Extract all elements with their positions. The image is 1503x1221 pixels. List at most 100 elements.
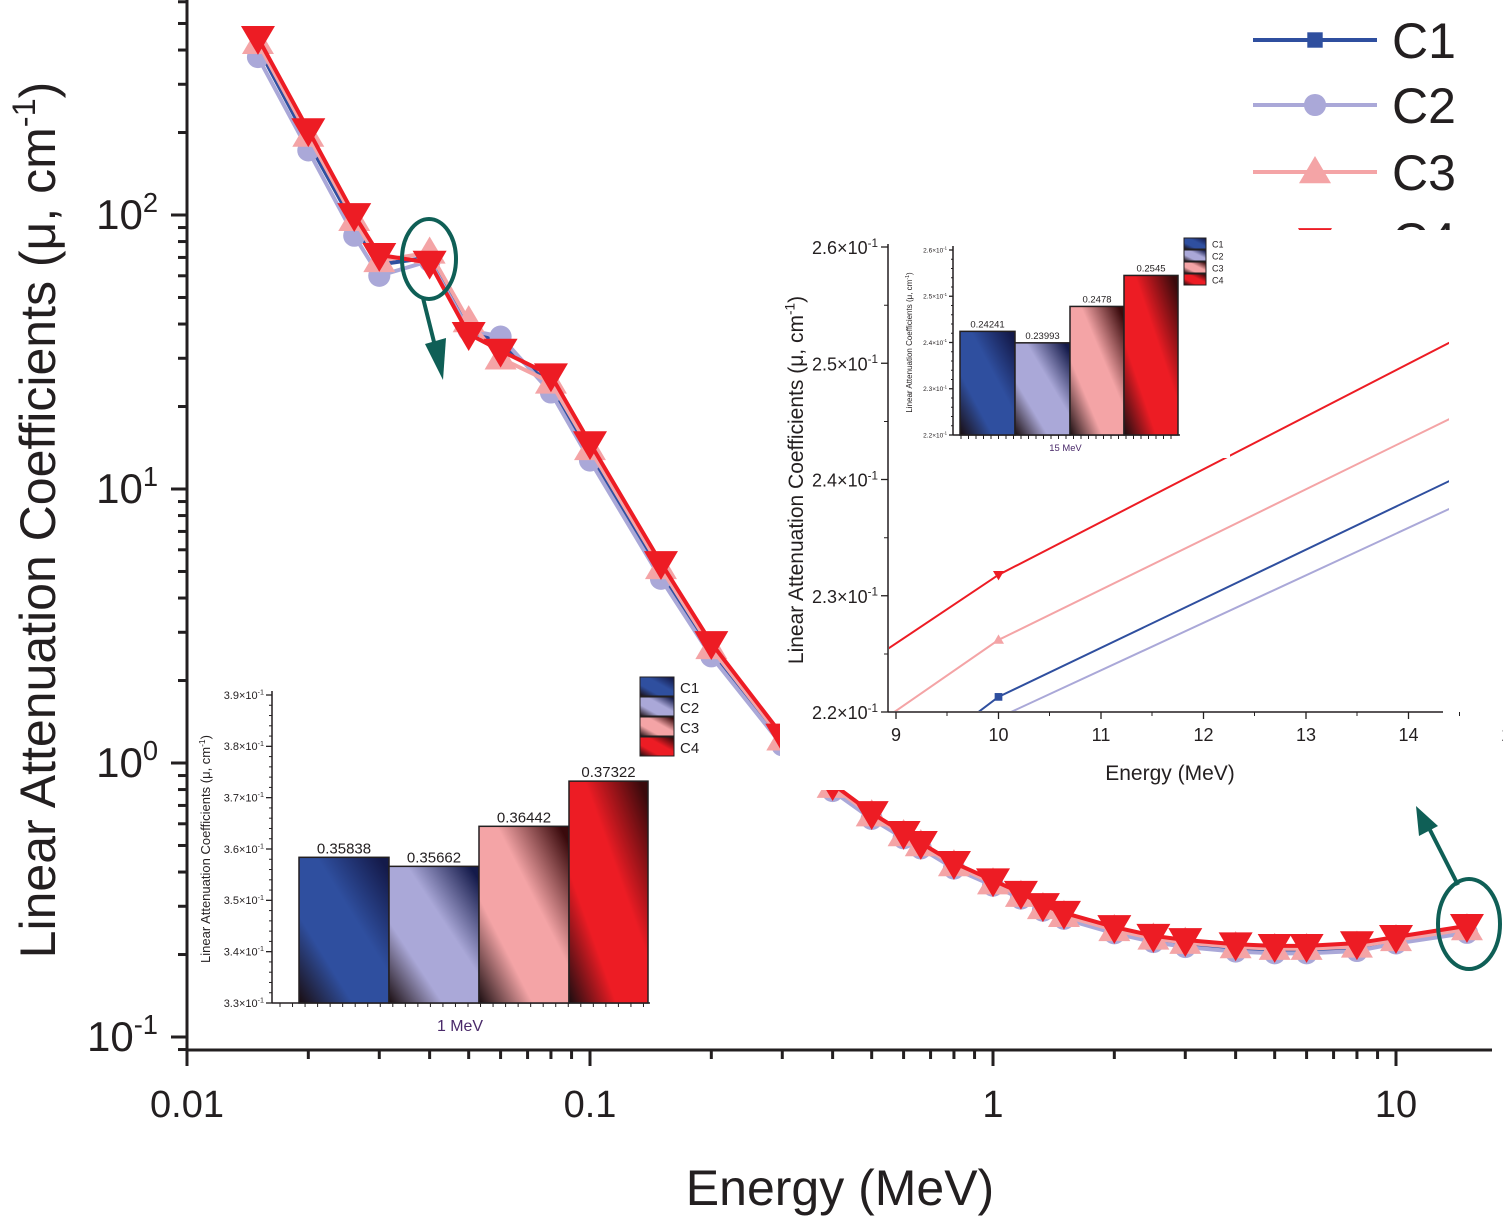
inset-y-tick-label: 3.3×10-1 [224,996,264,1009]
marker-triangle-down [451,322,486,351]
x-tick-label: 0.1 [564,1084,617,1126]
y-tick-label: 102 [96,187,158,238]
bar-C1 [959,330,1016,436]
bar-C3 [478,825,570,1004]
bar-value-label: 0.24241 [970,319,1004,330]
inset-y-tick-label: 2.4×10-1 [923,338,947,347]
legend-item-C3: C3 [639,716,699,737]
highlight-ellipse [400,217,458,301]
marker-triangle-down [362,243,397,272]
bar-value-label: 0.35662 [407,849,461,866]
marker-circle [1303,93,1327,117]
inset-y-tick-label: 3.7×10-1 [224,791,264,804]
bar-value-label: 0.37322 [581,764,635,781]
inset-x-axis-title: Energy (MeV) [1105,762,1235,785]
legend-swatch [639,736,675,757]
inset-y-tick-label: 2.6×10-1 [812,237,878,258]
marker-triangle-down [993,570,1004,581]
inset-y-tick-label: 3.9×10-1 [224,688,264,701]
legend-item-C2: C2 [1183,249,1224,262]
legend-item-C3: C3 [1253,145,1456,201]
marker-triangle-down [1218,932,1253,962]
marker-triangle-down [240,25,275,55]
inset-series-C4 [889,341,1449,650]
marker-triangle-down [573,431,607,461]
bar-value-label: 0.2545 [1136,263,1165,274]
inset-y-tick-label: 2.3×10-1 [923,384,947,393]
bar-value-label: 0.35838 [317,840,371,857]
marker-square [1307,32,1323,48]
legend-item-C2: C2 [1253,78,1456,134]
legend-item-C2: C2 [639,696,699,717]
inset-x-axis-title: 15 MeV [1049,442,1082,453]
legend-item-C4: C4 [1183,273,1224,286]
inset-y-tick-label: 2.4×10-1 [812,469,878,490]
arrow-head-icon [425,338,446,380]
marker-triangle-down [1003,880,1038,910]
inset-y-tick-label: 3.8×10-1 [224,740,264,753]
inset-x-tick-label: 14 [1398,725,1418,745]
inset-y-tick-label: 3.4×10-1 [224,945,264,958]
marker-triangle-down [1449,913,1484,943]
x-tick-label: 1 [982,1084,1003,1126]
inset-x-tick-label: 15 [1501,725,1503,745]
inset-series [889,341,1449,711]
inset-x-tick-label: 12 [1193,725,1213,745]
inset-x-tick-label: 13 [1296,725,1316,745]
inset-y-tick-label: 2.5×10-1 [923,292,947,301]
marker-triangle-down [1289,934,1324,963]
legend-item-C4: C4 [639,736,699,757]
legend-label: C1 [1392,13,1456,69]
inset-y-tick-label: 2.3×10-1 [812,586,878,607]
marker-triangle-down [643,551,678,580]
marker-triangle-up [993,634,1004,644]
legend-label: C4 [680,740,699,757]
inset-y-tick-label: 2.2×10-1 [812,702,878,723]
legend-swatch [639,716,675,737]
inset-y-axis-title: Linear Attenuation Coefficients (μ, cm-1… [783,296,808,664]
legend-swatch [1183,261,1207,274]
bar-C4 [1123,274,1179,436]
annotations [400,217,1502,971]
x-tick-label: 10 [1375,1084,1417,1126]
legend-label: C2 [1392,78,1456,134]
bar-value-label: 0.2478 [1082,294,1111,305]
marker-triangle-down [694,631,729,661]
bar-C4 [568,780,649,1004]
inset-bar-15mev: 2.2×10-1 2.3×10-1 2.4×10-1 2.5×10-1 2.6×10-1… [900,236,1230,458]
inset-bar-1mev: 3.3×10-1 3.4×10-1 3.5×10-1 3.6×10-1 3.7×10-1… [195,672,715,1037]
inset-x-tick-label: 11 [1092,725,1111,745]
marker-triangle-down [1339,931,1374,961]
legend-swatch [639,696,675,717]
marker-triangle-down [1025,893,1060,923]
y-tick-label: 101 [96,461,158,512]
inset-y-axis-title: Linear Attenuation Coefficients (μ, cm-1… [905,272,914,413]
inset-y-tick-label: 2.2×10-1 [923,431,947,440]
bar-C2 [1014,342,1071,436]
inset-x-axis-title: 1 MeV [437,1018,483,1035]
y-tick-label: 10-1 [87,1009,158,1060]
marker-triangle-down [291,118,326,148]
bar-value-label: 0.23993 [1025,331,1059,342]
inset-series-line-C2 [1010,507,1449,711]
inset-y-axis-title: Linear Attenuation Coefficients (μ, cm-1… [197,735,213,963]
marker-triangle-down [886,820,921,850]
marker-triangle-down [1379,925,1413,954]
legend-label: C2 [680,700,699,717]
x-tick-label: 0.01 [150,1084,224,1126]
marker-square [994,693,1003,701]
arrow-shaft [421,297,438,351]
legend-item-C1: C1 [1183,237,1224,250]
marker-triangle-up [1299,156,1331,184]
marker-triangle-down [903,830,938,860]
y-axis-title: Linear Attenuation Coefficients (μ, cm-1… [6,82,66,959]
marker-triangle-down [976,868,1010,898]
marker-triangle-down [936,850,971,880]
legend-swatch [639,676,675,697]
bar-C2 [388,865,480,1004]
marker-triangle-down [1257,934,1292,963]
legend-item-C3: C3 [1183,261,1224,274]
inset-series-C1 [978,480,1449,711]
